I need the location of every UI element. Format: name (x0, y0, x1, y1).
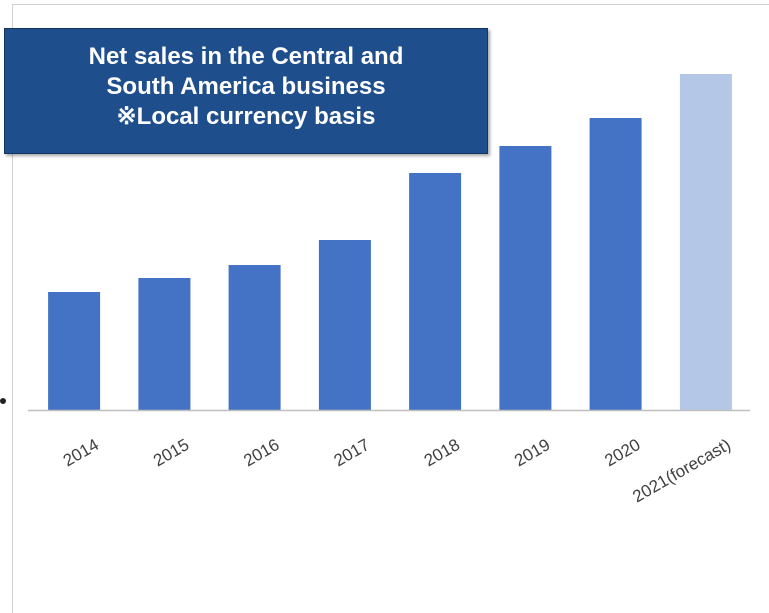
chart-title-line-3: ※Local currency basis (116, 103, 376, 130)
chart-title: Net sales in the Central and South Ameri… (4, 28, 488, 154)
bar-2021-forecast (679, 74, 732, 410)
x-tick-label: 2018 (421, 435, 463, 470)
bar-2018 (409, 173, 462, 410)
bar-2014 (48, 292, 101, 410)
bar-2019 (499, 146, 552, 410)
frame-top-border (12, 4, 769, 5)
x-tick-label: 2016 (240, 435, 282, 470)
bar-2017 (318, 240, 371, 410)
x-tick-labels: 2014 2015 2016 2017 2018 2019 20202021(forecas… (60, 435, 734, 506)
x-tick-label: 2015 (150, 435, 192, 470)
x-tick-label: 2021(forecast) (629, 435, 733, 506)
frame-left-border (12, 4, 13, 613)
chart-title-line-2: South America business (106, 73, 386, 100)
bar-2020 (589, 118, 642, 410)
chart-title-line-1: Net sales in the Central and (88, 43, 404, 70)
bars-group (48, 74, 732, 410)
x-tick-label: 2020 (601, 435, 643, 470)
bar-2015 (138, 278, 191, 410)
bar-2016 (228, 265, 281, 410)
x-tick-label: 2017 (331, 435, 373, 470)
x-tick-label: 2019 (511, 435, 553, 470)
x-tick-label: 2014 (60, 435, 102, 470)
bullet-marker (0, 398, 6, 404)
